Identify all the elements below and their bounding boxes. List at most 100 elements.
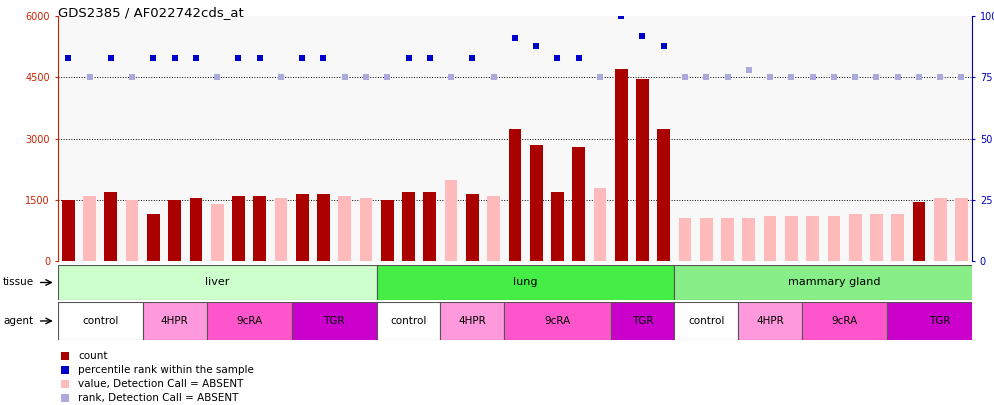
Point <box>507 35 523 41</box>
Point <box>167 55 183 61</box>
Bar <box>674 302 739 340</box>
Bar <box>763 216 776 261</box>
Bar <box>530 145 543 261</box>
Text: mammary gland: mammary gland <box>787 277 880 288</box>
Text: 4HPR: 4HPR <box>756 316 784 326</box>
Point <box>209 74 225 81</box>
Point <box>82 74 97 81</box>
Point <box>953 74 969 81</box>
Bar <box>870 214 883 261</box>
Text: 4HPR: 4HPR <box>161 316 189 326</box>
Point <box>124 74 140 81</box>
Point <box>315 55 331 61</box>
Point <box>464 55 480 61</box>
Point <box>741 67 756 73</box>
Point <box>783 74 799 81</box>
Bar <box>190 198 202 261</box>
Point <box>762 74 778 81</box>
Bar <box>573 147 585 261</box>
Bar <box>377 265 674 300</box>
Point <box>550 55 566 61</box>
Bar <box>360 198 373 261</box>
Bar <box>610 302 674 340</box>
Bar <box>232 196 245 261</box>
Point <box>613 13 629 19</box>
Point <box>57 353 73 359</box>
Point <box>677 74 693 81</box>
Point <box>421 55 437 61</box>
Text: 9cRA: 9cRA <box>236 316 262 326</box>
Bar <box>317 194 330 261</box>
Bar <box>912 202 925 261</box>
Point <box>890 74 906 81</box>
Bar <box>125 200 138 261</box>
Bar <box>551 192 564 261</box>
Bar <box>615 69 627 261</box>
Point <box>273 74 289 81</box>
Bar <box>58 265 377 300</box>
Bar <box>168 200 181 261</box>
Bar <box>274 198 287 261</box>
Point <box>592 74 608 81</box>
Point <box>380 74 396 81</box>
Point <box>826 74 842 81</box>
Bar <box>444 179 457 261</box>
Bar <box>253 196 266 261</box>
Point <box>251 55 267 61</box>
Bar <box>338 196 351 261</box>
Bar <box>143 302 207 340</box>
Bar <box>802 302 887 340</box>
Point <box>571 55 586 61</box>
Bar <box>291 302 377 340</box>
Bar <box>377 302 440 340</box>
Bar <box>296 194 308 261</box>
Text: control: control <box>391 316 426 326</box>
Point <box>443 74 459 81</box>
Point <box>869 74 885 81</box>
Text: GDS2385 / AF022742cds_at: GDS2385 / AF022742cds_at <box>58 6 244 19</box>
Point <box>358 74 374 81</box>
Bar <box>403 192 414 261</box>
Bar <box>806 216 819 261</box>
Text: 9cRA: 9cRA <box>545 316 571 326</box>
Point <box>656 43 672 49</box>
Bar <box>722 218 734 261</box>
Bar <box>887 302 993 340</box>
Point <box>102 55 118 61</box>
Text: rank, Detection Call = ABSENT: rank, Detection Call = ABSENT <box>79 393 239 403</box>
Text: control: control <box>82 316 118 326</box>
Bar <box>849 214 862 261</box>
Bar <box>487 196 500 261</box>
Bar <box>211 204 224 261</box>
Point <box>911 74 927 81</box>
Point <box>401 55 416 61</box>
Bar <box>674 265 993 300</box>
Bar <box>657 128 670 261</box>
Point <box>528 43 544 49</box>
Point <box>720 74 736 81</box>
Text: count: count <box>79 351 107 361</box>
Bar <box>58 302 143 340</box>
Bar <box>955 198 968 261</box>
Bar <box>700 218 713 261</box>
Text: agent: agent <box>3 316 33 326</box>
Bar <box>593 188 606 261</box>
Bar <box>440 302 504 340</box>
Point <box>61 55 77 61</box>
Text: lung: lung <box>513 277 538 288</box>
Bar <box>743 218 755 261</box>
Bar <box>509 128 521 261</box>
Point <box>699 74 715 81</box>
Bar <box>828 216 840 261</box>
Point <box>57 381 73 387</box>
Text: TGR: TGR <box>929 316 951 326</box>
Point <box>57 395 73 401</box>
Text: liver: liver <box>205 277 230 288</box>
Point <box>486 74 502 81</box>
Point <box>231 55 247 61</box>
Bar <box>83 196 96 261</box>
Point <box>145 55 161 61</box>
Text: TGR: TGR <box>632 316 653 326</box>
Bar <box>381 200 394 261</box>
Text: value, Detection Call = ABSENT: value, Detection Call = ABSENT <box>79 379 244 389</box>
